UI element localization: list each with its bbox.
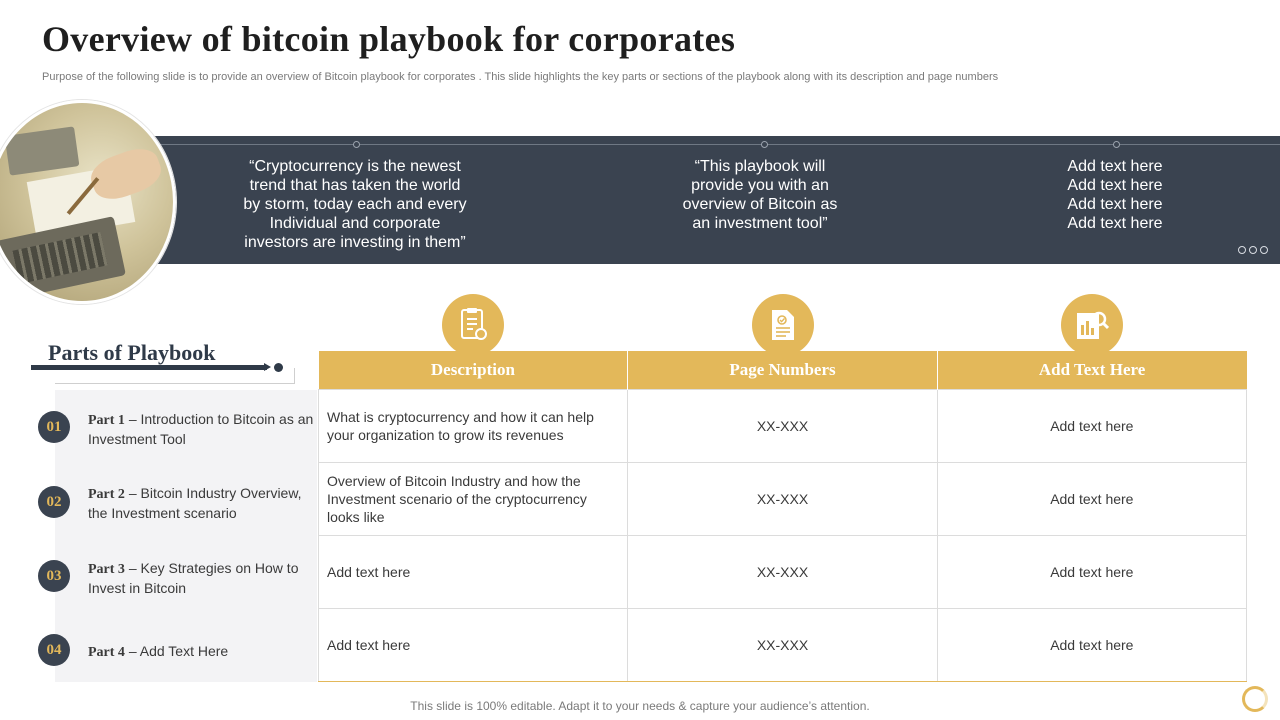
- table-row: Overview of Bitcoin Industry and how the…: [317, 462, 1248, 536]
- part-number-badge: 01: [38, 411, 70, 443]
- banner-divider-line: [150, 144, 1280, 145]
- part-item: Part 3 – Key Strategies on How to Invest…: [88, 559, 316, 597]
- playbook-table: Description Page Numbers Add Text Here W…: [317, 351, 1248, 682]
- table-header-row: Description Page Numbers Add Text Here: [318, 351, 1247, 390]
- part-item: Part 1 – Introduction to Bitcoin as an I…: [88, 410, 316, 448]
- banner-marker-dot: [761, 141, 768, 148]
- page-subtitle: Purpose of the following slide is to pro…: [42, 71, 999, 83]
- document-checklist-icon: [442, 294, 504, 356]
- table-cell: XX-XXX: [627, 608, 938, 682]
- part-description: – Introduction to Bitcoin as an Investme…: [88, 411, 314, 447]
- part-label: Part 4: [88, 645, 125, 660]
- quote-banner: “Cryptocurrency is the newest trend that…: [150, 136, 1280, 264]
- part-label: Part 2: [88, 487, 125, 502]
- report-search-icon: [1061, 294, 1123, 356]
- part-description: – Key Strategies on How to Invest in Bit…: [88, 560, 299, 596]
- loading-ring-icon: [1242, 686, 1268, 712]
- bullet-dot-icon: [274, 363, 283, 372]
- table-row: Add text here XX-XXX Add text here: [317, 535, 1248, 609]
- part-item: Part 4 – Add Text Here: [88, 642, 316, 662]
- part-description: – Add Text Here: [124, 643, 229, 659]
- table-cell: Add text here: [317, 535, 629, 609]
- part-label: Part 3: [88, 562, 125, 577]
- table-cell: Overview of Bitcoin Industry and how the…: [317, 462, 629, 536]
- part-item: Part 2 – Bitcoin Industry Overview, the …: [88, 484, 316, 522]
- parts-underline: [31, 365, 267, 370]
- document-check-icon: [752, 294, 814, 356]
- banner-quote-2: “This playbook will provide you with an …: [682, 158, 838, 232]
- table-row: Add text here XX-XXX Add text here: [317, 608, 1248, 682]
- table-cell: Add text here: [317, 608, 629, 682]
- more-dots-icon: [1238, 246, 1268, 254]
- banner-quote-1: “Cryptocurrency is the newest trend that…: [243, 158, 467, 251]
- column-header-description: Description: [318, 351, 629, 390]
- footer-note: This slide is 100% editable. Adapt it to…: [410, 699, 870, 713]
- banner-quote-3: Add text here Add text here Add text her…: [1067, 158, 1163, 232]
- banner-marker-dot: [353, 141, 360, 148]
- table-cell: XX-XXX: [627, 462, 938, 536]
- arrow-icon: [264, 363, 271, 371]
- parts-title: Parts of Playbook: [48, 340, 216, 365]
- table-row: What is cryptocurrency and how it can he…: [317, 389, 1248, 463]
- part-label: Part 1: [88, 413, 125, 428]
- table-cell: Add text here: [936, 462, 1248, 536]
- table-cell: What is cryptocurrency and how it can he…: [317, 389, 629, 463]
- part-number-badge: 04: [38, 634, 70, 666]
- table-cell: XX-XXX: [627, 389, 938, 463]
- page-title: Overview of bitcoin playbook for corpora…: [42, 19, 736, 59]
- parts-panel: [55, 390, 317, 682]
- part-description: – Bitcoin Industry Overview, the Investm…: [88, 485, 302, 521]
- column-header-page-numbers: Page Numbers: [627, 351, 938, 390]
- part-number-badge: 02: [38, 486, 70, 518]
- column-header-add-text: Add Text Here: [937, 351, 1247, 390]
- laptop-notes-photo: [0, 100, 176, 304]
- table-cell: Add text here: [936, 389, 1248, 463]
- part-number-badge: 03: [38, 560, 70, 592]
- table-cell: Add text here: [936, 608, 1248, 682]
- banner-marker-dot: [1113, 141, 1120, 148]
- table-cell: XX-XXX: [627, 535, 938, 609]
- table-cell: Add text here: [936, 535, 1248, 609]
